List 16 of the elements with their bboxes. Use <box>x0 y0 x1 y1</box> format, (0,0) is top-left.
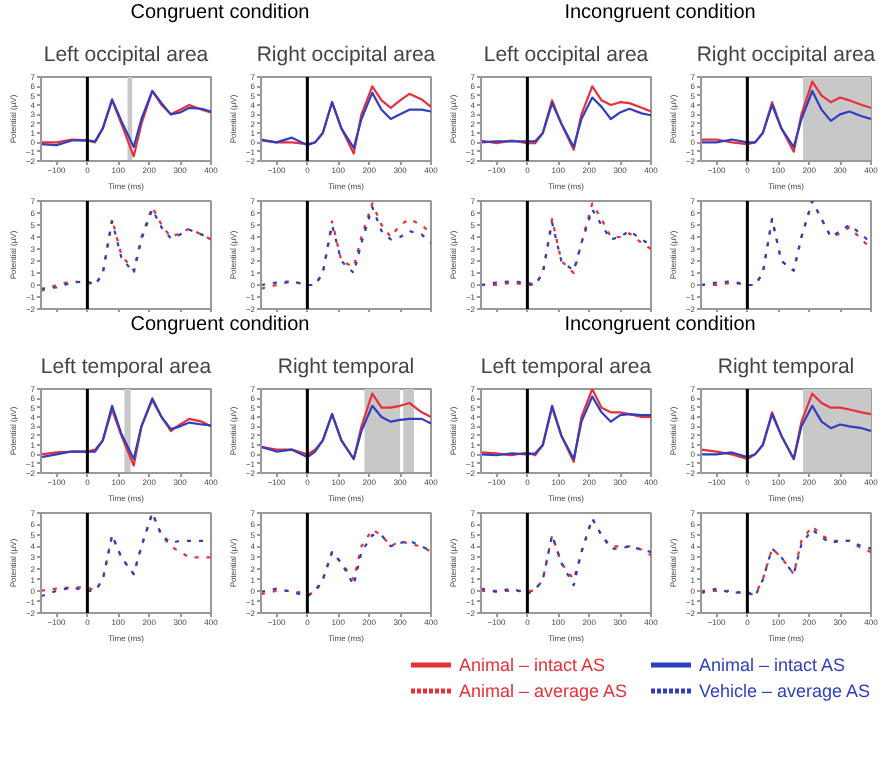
text: Congruent condition <box>130 312 310 340</box>
text: Congruent condition <box>130 0 310 28</box>
chart-title: Right occipital area <box>256 43 436 67</box>
text: Incongruent condition <box>564 0 756 28</box>
chart-title: Left occipital area <box>43 43 209 67</box>
chart-title: Right temporal <box>717 355 855 379</box>
chart-title: Left temporal area <box>40 355 212 379</box>
chart-title: Right occipital area <box>696 43 876 67</box>
chart-title: Left temporal area <box>480 355 652 379</box>
text: Incongruent condition <box>564 312 756 340</box>
chart-title: Right temporal <box>277 355 415 379</box>
legend-label: Animal – intact AS <box>699 655 846 675</box>
chart-title: Left occipital area <box>483 43 649 67</box>
legend-label: Animal – intact AS <box>459 655 606 675</box>
text: Vehicle – average AS <box>699 681 871 701</box>
legend-label: Animal – average AS <box>459 681 628 701</box>
